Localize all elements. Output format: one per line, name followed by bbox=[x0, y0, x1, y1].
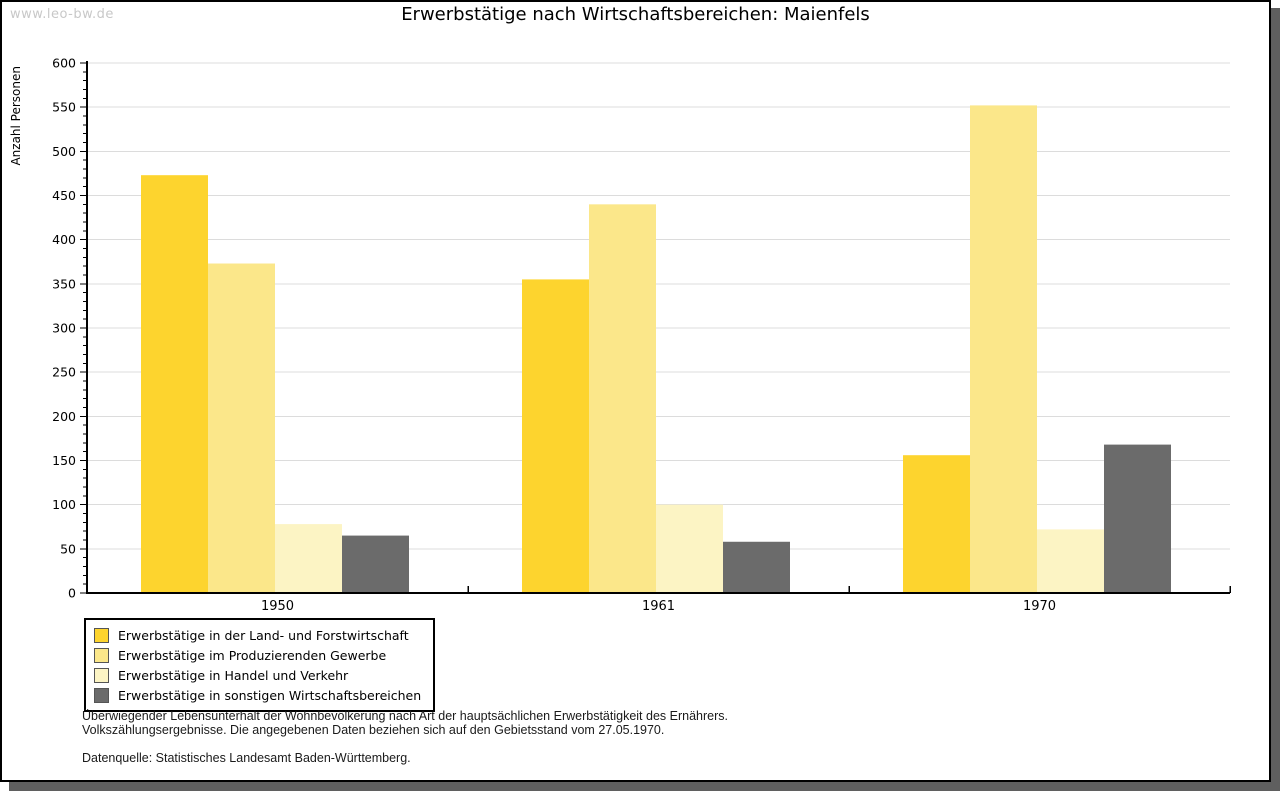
y-tick-label: 500 bbox=[52, 144, 76, 159]
y-tick-label: 50 bbox=[60, 541, 76, 556]
y-tick-label: 550 bbox=[52, 100, 76, 115]
footnote-description: Überwiegender Lebensunterhalt der Wohnbe… bbox=[82, 709, 728, 723]
legend-label: Erwerbstätige im Produzierenden Gewerbe bbox=[118, 647, 387, 663]
legend-row: Erwerbstätige in sonstigen Wirtschaftsbe… bbox=[94, 685, 421, 705]
bar-chart-plot: 0 50 100 150 200 250 300 350 400 450 500 550 600 1950… bbox=[52, 56, 1231, 614]
y-tick-label: 150 bbox=[52, 453, 76, 468]
y-tick-label: 0 bbox=[68, 586, 76, 601]
bar-1961-s4 bbox=[723, 541, 790, 593]
x-category-label: 1961 bbox=[642, 599, 675, 614]
legend-swatch bbox=[94, 647, 109, 663]
x-category-label: 1970 bbox=[1023, 599, 1056, 614]
legend-swatch bbox=[94, 667, 109, 683]
legend-row: Erwerbstätige in der Land- und Forstwirt… bbox=[94, 625, 421, 645]
y-tick-label: 200 bbox=[52, 409, 76, 424]
legend-row: Erwerbstätige im Produzierenden Gewerbe bbox=[94, 645, 421, 665]
footnote-data-source: Datenquelle: Statistisches Landesamt Bad… bbox=[82, 751, 411, 765]
y-tick-label: 250 bbox=[52, 365, 76, 380]
bar-1950-s4 bbox=[342, 535, 409, 593]
y-tick-label: 300 bbox=[52, 321, 76, 336]
bar-1950-s2 bbox=[208, 263, 275, 593]
bar-1961-s1 bbox=[522, 279, 589, 593]
bar-1950-s1 bbox=[141, 175, 208, 593]
x-category-label: 1950 bbox=[261, 599, 294, 614]
legend-swatch bbox=[94, 687, 109, 703]
y-tick-label: 400 bbox=[52, 232, 76, 247]
bar-1970-s2 bbox=[970, 105, 1037, 594]
legend-label: Erwerbstätige in sonstigen Wirtschaftsbe… bbox=[118, 687, 422, 703]
y-tick-label: 350 bbox=[52, 276, 76, 291]
watermark-leo-bw: www.leo-bw.de bbox=[10, 7, 114, 22]
legend-label: Erwerbstätige in der Land- und Forstwirt… bbox=[118, 627, 409, 643]
footnote-census-note: Volkszählungsergebnisse. Die angegebenen… bbox=[82, 723, 665, 737]
bar-1961-s2 bbox=[589, 204, 656, 594]
bar-1970-s3 bbox=[1037, 529, 1104, 593]
legend-swatch bbox=[94, 627, 109, 643]
bar-1970-s1 bbox=[903, 455, 970, 593]
legend-label: Erwerbstätige in Handel und Verkehr bbox=[118, 667, 349, 683]
chart-title: Erwerbstätige nach Wirtschaftsbereichen:… bbox=[401, 4, 870, 25]
y-tick-label: 450 bbox=[52, 188, 76, 203]
bar-1961-s3 bbox=[656, 504, 723, 593]
legend-box: Erwerbstätige in der Land- und Forstwirt… bbox=[84, 618, 436, 712]
bar-1950-s3 bbox=[275, 524, 342, 593]
y-tick-label: 600 bbox=[52, 56, 76, 71]
legend-row: Erwerbstätige in Handel und Verkehr bbox=[94, 665, 421, 685]
y-tick-label: 100 bbox=[52, 497, 76, 512]
bar-1970-s4 bbox=[1104, 444, 1171, 593]
